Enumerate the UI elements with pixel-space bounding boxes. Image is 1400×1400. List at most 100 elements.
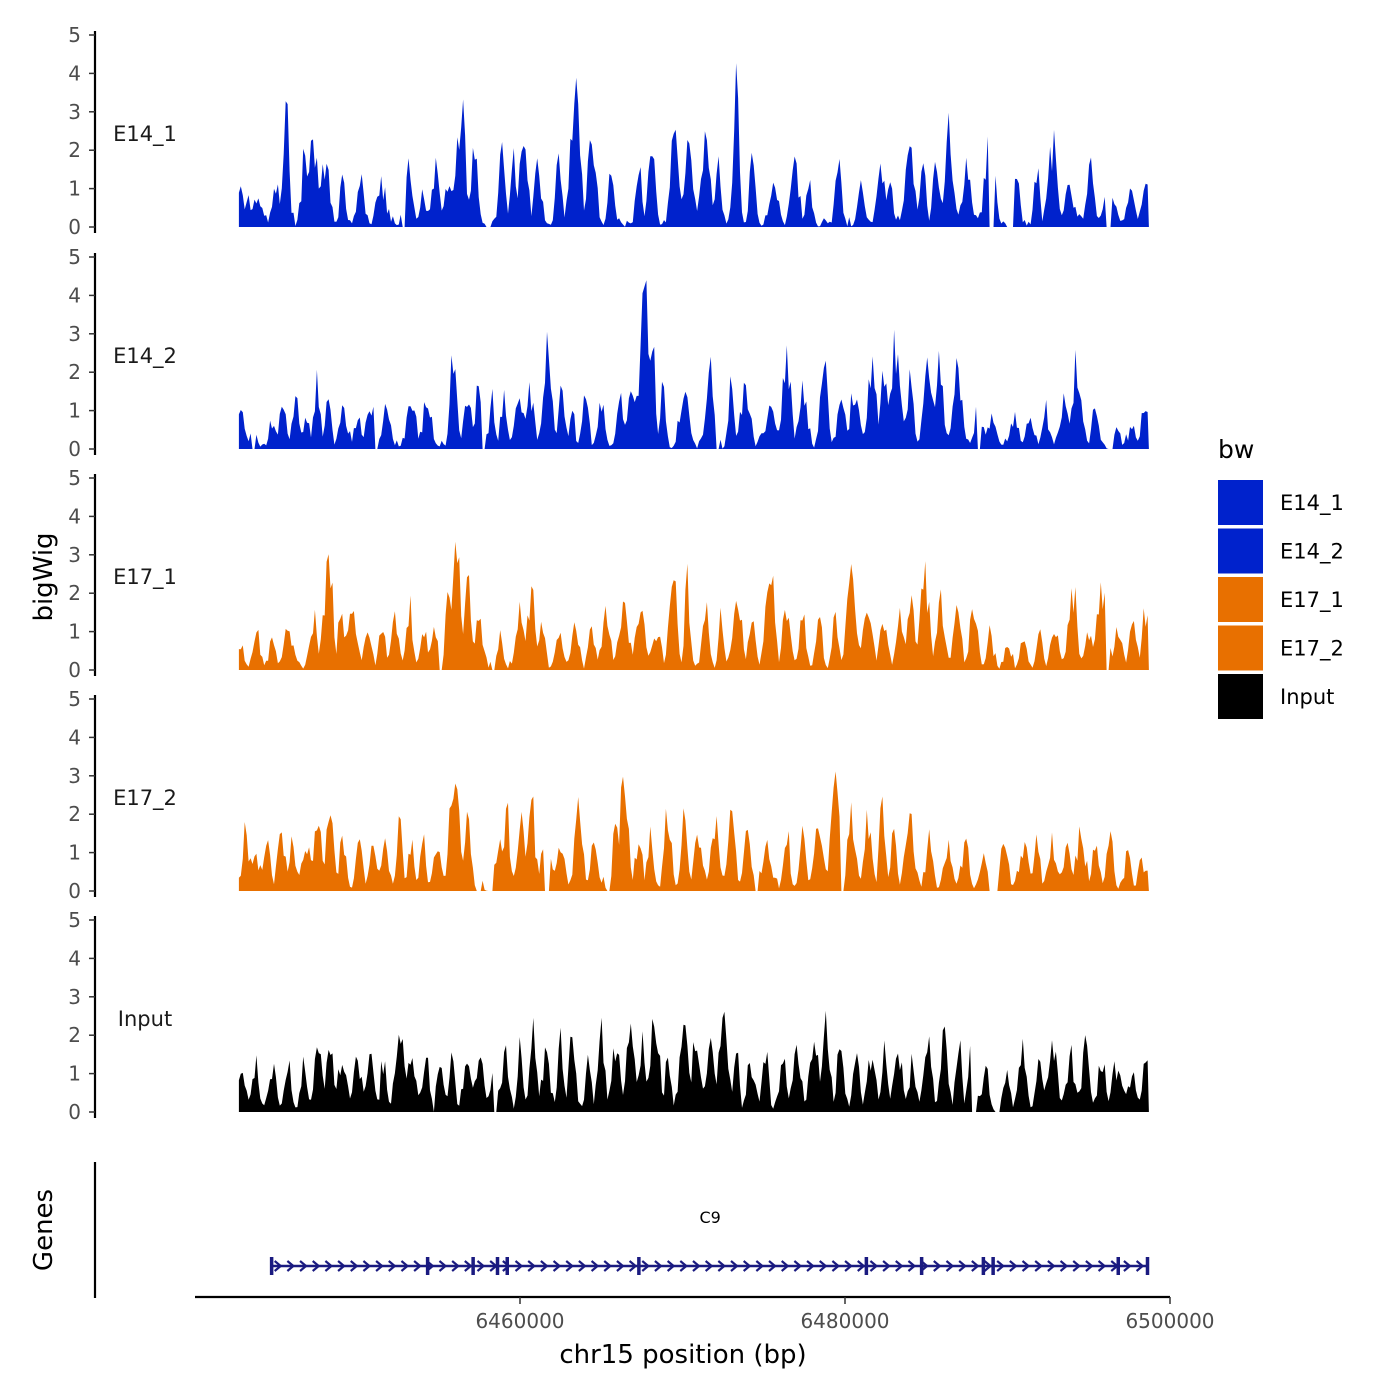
- strand-arrow: [831, 1260, 841, 1272]
- strand-arrow: [742, 1260, 752, 1272]
- signal-area-Input: [238, 1010, 1149, 1112]
- x-axis-title: chr15 position (bp): [559, 1340, 806, 1370]
- y-tick-label: 0: [68, 879, 81, 903]
- exon: [919, 1257, 924, 1275]
- strand-arrow: [730, 1260, 739, 1272]
- exon: [1145, 1257, 1150, 1275]
- track-E17_1: 0 1 2 3 4 5 E17_1: [68, 466, 1149, 682]
- strand-arrow: [578, 1260, 587, 1272]
- strand-arrow: [933, 1260, 942, 1272]
- strand-arrow: [1034, 1260, 1043, 1272]
- y-tick-label: 4: [68, 283, 81, 307]
- strand-arrow: [780, 1260, 790, 1272]
- y-tick-label: 5: [68, 245, 81, 269]
- y-tick-label: 5: [68, 23, 81, 47]
- y-tick-label: 2: [68, 360, 81, 384]
- strand-arrow: [565, 1260, 574, 1272]
- strand-arrow: [654, 1260, 663, 1272]
- strand-arrow: [768, 1260, 777, 1272]
- legend: bw E14_1 E14_2 E17_1 E17_2 Input: [1218, 435, 1344, 719]
- strand-arrow: [451, 1260, 460, 1272]
- strand-arrow: [1135, 1260, 1145, 1272]
- strand-arrow: [350, 1260, 359, 1272]
- exon: [981, 1257, 986, 1275]
- signal-area-E14_2: [238, 280, 1149, 449]
- strand-arrow: [819, 1260, 828, 1272]
- signal-area-E14_1: [238, 63, 1149, 227]
- x-axis: 6460000 6480000 6500000: [195, 1295, 1215, 1333]
- strand-arrow: [844, 1260, 853, 1272]
- exon: [1116, 1257, 1120, 1275]
- strand-arrow: [590, 1260, 600, 1272]
- y-tick-label: 3: [68, 100, 81, 124]
- y-tick-label: 2: [68, 581, 81, 605]
- strand-arrow: [337, 1260, 346, 1272]
- strand-arrow: [1072, 1260, 1081, 1272]
- strand-arrow: [958, 1260, 967, 1272]
- exon: [269, 1257, 274, 1275]
- y-tick-label: 1: [68, 399, 81, 423]
- strand-arrow: [413, 1260, 422, 1272]
- legend-label-E17_1: E17_1: [1280, 588, 1344, 613]
- strand-arrow: [1097, 1260, 1107, 1272]
- y-tick-label: 0: [68, 658, 81, 682]
- track-E14_1: 0 1 2 3 4 5 E14_1: [68, 23, 1149, 239]
- strand-arrow: [983, 1260, 993, 1272]
- y-tick-label: 4: [68, 61, 81, 85]
- strand-arrow: [1021, 1260, 1031, 1272]
- exon: [471, 1257, 475, 1275]
- y-axis-title: bigWig: [29, 532, 59, 621]
- strand-arrow: [1009, 1260, 1018, 1272]
- strand-arrow: [527, 1260, 536, 1272]
- signal-area-E17_1: [238, 541, 1149, 670]
- y-tick-label: 4: [68, 946, 81, 970]
- strand-arrow: [1085, 1260, 1094, 1272]
- strand-arrow: [907, 1260, 917, 1272]
- legend-label-Input: Input: [1280, 685, 1334, 709]
- y-tick-label: 3: [68, 985, 81, 1009]
- strand-arrow: [388, 1260, 397, 1272]
- strand-arrow: [945, 1260, 955, 1272]
- gene-label: C9: [699, 1208, 720, 1227]
- y-tick-label: 3: [68, 322, 81, 346]
- strand-arrow: [666, 1260, 676, 1272]
- strand-arrow: [869, 1260, 879, 1272]
- x-tick-label: 6460000: [475, 1309, 564, 1333]
- strand-arrow: [628, 1260, 638, 1272]
- exon: [505, 1257, 509, 1275]
- strand-arrow: [514, 1260, 524, 1272]
- y-tick-label: 1: [68, 620, 81, 644]
- exon: [991, 1257, 995, 1275]
- legend-label-E14_2: E14_2: [1280, 540, 1344, 565]
- strand-arrow: [692, 1260, 701, 1272]
- y-tick-label: 1: [68, 841, 81, 865]
- strand-arrow: [324, 1260, 334, 1272]
- legend-title: bw: [1218, 435, 1254, 464]
- strand-arrow: [1047, 1260, 1056, 1272]
- legend-key-Input: [1218, 674, 1263, 719]
- track-label: E17_2: [113, 786, 177, 811]
- legend-key-E14_1: [1218, 480, 1263, 525]
- strand-arrow: [464, 1260, 473, 1272]
- x-tick-label: 6500000: [1125, 1309, 1214, 1333]
- y-tick-label: 0: [68, 437, 81, 461]
- strand-arrow: [717, 1260, 727, 1272]
- legend-label-E14_1: E14_1: [1280, 491, 1344, 516]
- strand-arrow: [857, 1260, 866, 1272]
- y-tick-label: 1: [68, 1062, 81, 1086]
- track-Input: 0 1 2 3 4 5 Input: [68, 908, 1149, 1124]
- track-label: E14_1: [113, 122, 177, 147]
- strand-arrow: [1059, 1260, 1069, 1272]
- y-tick-label: 4: [68, 504, 81, 528]
- strand-arrow: [704, 1260, 714, 1272]
- strand-arrow: [540, 1260, 549, 1272]
- y-tick-label: 2: [68, 802, 81, 826]
- exon: [495, 1257, 500, 1275]
- y-tick-label: 3: [68, 543, 81, 567]
- legend-label-E17_2: E17_2: [1280, 637, 1344, 662]
- y-tick-label: 0: [68, 1100, 81, 1124]
- strand-arrow: [375, 1260, 384, 1272]
- strand-arrow: [971, 1260, 980, 1272]
- genes-axis-title: Genes: [29, 1189, 59, 1271]
